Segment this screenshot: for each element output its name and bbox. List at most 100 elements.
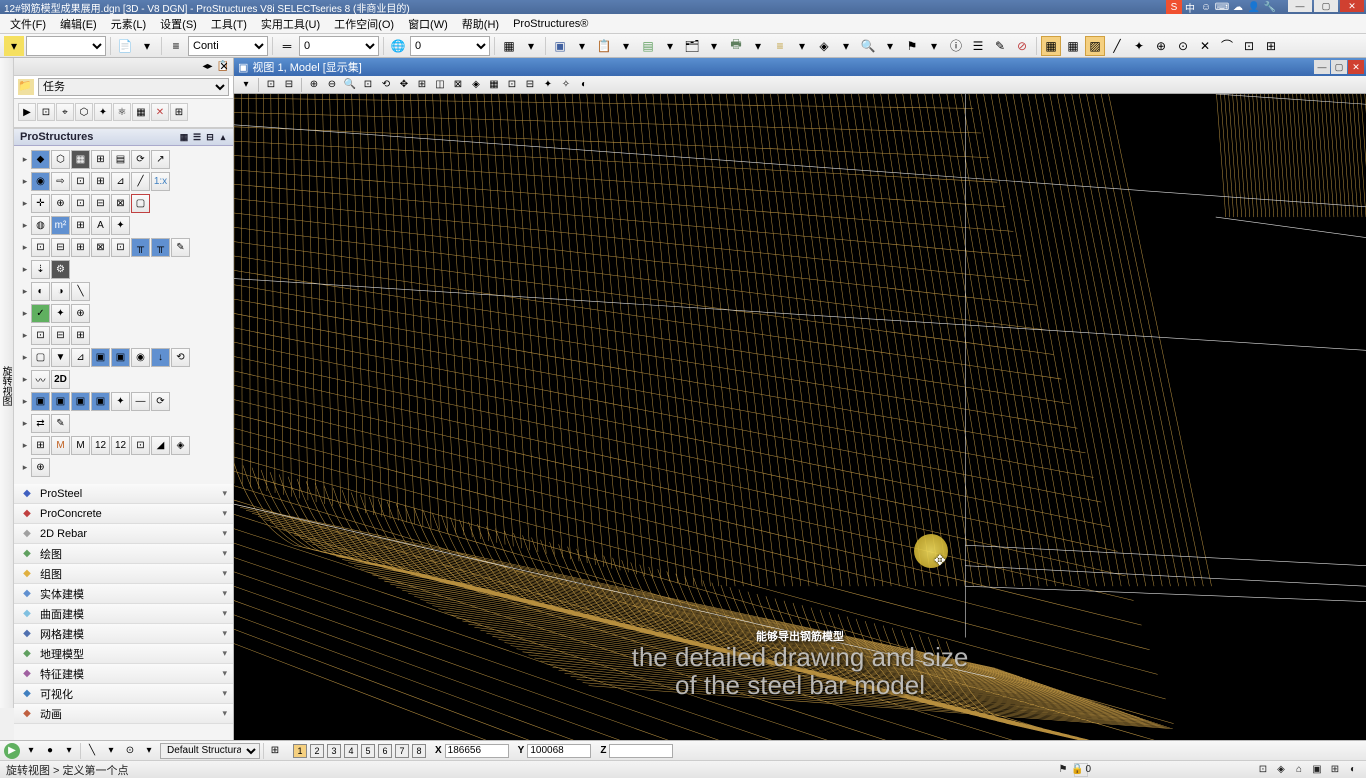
vt-5[interactable]: 🔍 (342, 78, 358, 92)
rack-select-icon[interactable]: ▶ (18, 103, 36, 121)
vt-11[interactable]: ⊠ (450, 78, 466, 92)
category-item-1[interactable]: ◆ProConcrete▾ (14, 504, 233, 524)
tb-snap-10-icon[interactable]: ⊡ (1239, 36, 1259, 56)
tg5-8[interactable]: ✎ (171, 238, 190, 257)
status-lock[interactable]: 🔒 0 (1074, 763, 1088, 777)
menu-workspace[interactable]: 工作空间(O) (328, 14, 400, 34)
tg12-2[interactable]: ▣ (51, 392, 70, 411)
tb-snap-3-icon[interactable]: ▨ (1085, 36, 1105, 56)
tb-markup-icon[interactable]: ✎ (990, 36, 1010, 56)
vt-7[interactable]: ⟲ (378, 78, 394, 92)
coord-x-field[interactable] (445, 744, 509, 758)
tg3-6[interactable]: ▢ (131, 194, 150, 213)
bt-dd1[interactable]: ▾ (23, 743, 39, 759)
tg2-3[interactable]: ⊡ (71, 172, 90, 191)
view-tab-2[interactable]: 2 (310, 744, 324, 758)
category-item-0[interactable]: ◆ProSteel▾ (14, 484, 233, 504)
ime-icon[interactable]: S (1166, 0, 1182, 14)
tg3-4[interactable]: ⊟ (91, 194, 110, 213)
tg13-2[interactable]: ✎ (51, 414, 70, 433)
tb-layers-icon[interactable]: ◈ (814, 36, 834, 56)
tray-icon-3[interactable]: ⌨ (1214, 0, 1230, 14)
bt-pt-icon[interactable]: ⊙ (122, 743, 138, 759)
dd-arrow-11[interactable]: ▾ (924, 36, 944, 56)
category-item-10[interactable]: ◆可视化▾ (14, 684, 233, 704)
grp-exp-5[interactable]: ▸ (20, 239, 30, 257)
tray-icon-6[interactable]: 🔧 (1262, 0, 1278, 14)
tg8-3[interactable]: ⊕ (71, 304, 90, 323)
view-max-button[interactable]: ▢ (1331, 60, 1347, 74)
tg4-2[interactable]: m² (51, 216, 70, 235)
bt-stop-icon[interactable]: ● (42, 743, 58, 759)
tg14-6[interactable]: ⊡ (131, 436, 150, 455)
grp-exp-8[interactable]: ▸ (20, 305, 30, 323)
tg4-1[interactable]: ◍ (31, 216, 50, 235)
view-tab-4[interactable]: 4 (344, 744, 358, 758)
grp-exp-2[interactable]: ▸ (20, 173, 30, 191)
tg12-4[interactable]: ▣ (91, 392, 110, 411)
sb-i3[interactable]: ⌂ (1292, 763, 1306, 777)
tb-stack-icon[interactable]: ≡ (770, 36, 790, 56)
rack-t5[interactable]: ✦ (94, 103, 112, 121)
rack-t4[interactable]: ⬡ (75, 103, 93, 121)
tb-weight-icon[interactable]: ═ (277, 36, 297, 56)
menu-file[interactable]: 文件(F) (4, 14, 52, 34)
tg3-2[interactable]: ⊕ (51, 194, 70, 213)
tg4-3[interactable]: ⊞ (71, 216, 90, 235)
tg2-6[interactable]: ╱ (131, 172, 150, 191)
category-item-7[interactable]: ◆网格建模▾ (14, 624, 233, 644)
tg3-5[interactable]: ⊠ (111, 194, 130, 213)
tg6-2[interactable]: ⚙ (51, 260, 70, 279)
3d-viewport-canvas[interactable]: ✥ 能够导出钢筋模型 the detailed drawing and size… (234, 94, 1366, 740)
tg8-1[interactable]: ✓ (31, 304, 50, 323)
grp-exp-14[interactable]: ▸ (20, 437, 30, 455)
tg11-1[interactable]: 〰 (31, 370, 50, 389)
prostructures-section-header[interactable]: ProStructures ▦ ☰ ⊟ ▴ (14, 128, 233, 146)
tg5-3[interactable]: ⊞ (71, 238, 90, 257)
menu-prostructures[interactable]: ProStructures® (507, 16, 594, 32)
rack-t3[interactable]: ⌖ (56, 103, 74, 121)
tg12-6[interactable]: — (131, 392, 150, 411)
view-min-button[interactable]: — (1314, 60, 1330, 74)
category-item-9[interactable]: ◆特征建模▾ (14, 664, 233, 684)
tg10-3[interactable]: ⊿ (71, 348, 90, 367)
tb-flag-icon[interactable]: ⚑ (902, 36, 922, 56)
dd-arrow-1[interactable]: ▾ (137, 36, 157, 56)
rack-t8[interactable]: ✕ (151, 103, 169, 121)
tg1-5[interactable]: ▤ (111, 150, 130, 169)
tg14-7[interactable]: ◢ (151, 436, 170, 455)
tg14-5[interactable]: 12 (111, 436, 130, 455)
dd-arrow-3[interactable]: ▾ (572, 36, 592, 56)
tb-globe-icon[interactable]: 🌐 (388, 36, 408, 56)
menu-element[interactable]: 元素(L) (105, 14, 152, 34)
grp-exp-4[interactable]: ▸ (20, 217, 30, 235)
rack-t6[interactable]: ⚛ (113, 103, 131, 121)
tg5-2[interactable]: ⊟ (51, 238, 70, 257)
tg5-5[interactable]: ⊡ (111, 238, 130, 257)
tg8-2[interactable]: ✦ (51, 304, 70, 323)
bt-dd3[interactable]: ▾ (103, 743, 119, 759)
view-list-icon[interactable]: ☰ (191, 131, 203, 143)
grp-exp-9[interactable]: ▸ (20, 327, 30, 345)
vt-13[interactable]: ▦ (486, 78, 502, 92)
dd-arrow-7[interactable]: ▾ (748, 36, 768, 56)
bt-line-icon[interactable]: ╲ (84, 743, 100, 759)
tg2-2[interactable]: ⇨ (51, 172, 70, 191)
bt-dd4[interactable]: ▾ (141, 743, 157, 759)
tb-levels-icon[interactable]: ▤ (638, 36, 658, 56)
tray-icon-2[interactable]: ☺ (1198, 0, 1214, 14)
coord-y-field[interactable] (527, 744, 591, 758)
collapse-icon[interactable]: ▴ (217, 131, 229, 143)
tb-gray-icon[interactable]: ▦ (499, 36, 519, 56)
tg10-1[interactable]: ▢ (31, 348, 50, 367)
menu-utilities[interactable]: 实用工具(U) (255, 14, 326, 34)
tb-snap-1-icon[interactable]: ▦ (1041, 36, 1061, 56)
tray-icon-1[interactable]: 中 (1182, 0, 1198, 14)
vt-6[interactable]: ⊡ (360, 78, 376, 92)
tg7-2[interactable]: ◑ (51, 282, 70, 301)
vt-9[interactable]: ⊞ (414, 78, 430, 92)
style-dropdown[interactable]: Default Structural (160, 743, 260, 759)
tb-snap-6-icon[interactable]: ⊕ (1151, 36, 1171, 56)
tb-snap-2-icon[interactable]: ▦ (1063, 36, 1083, 56)
window-close-button[interactable]: ✕ (1340, 0, 1364, 12)
